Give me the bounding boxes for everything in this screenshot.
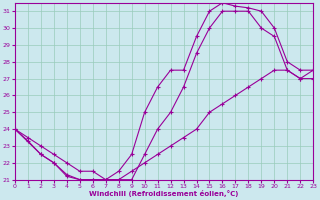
X-axis label: Windchill (Refroidissement éolien,°C): Windchill (Refroidissement éolien,°C) [89,190,239,197]
